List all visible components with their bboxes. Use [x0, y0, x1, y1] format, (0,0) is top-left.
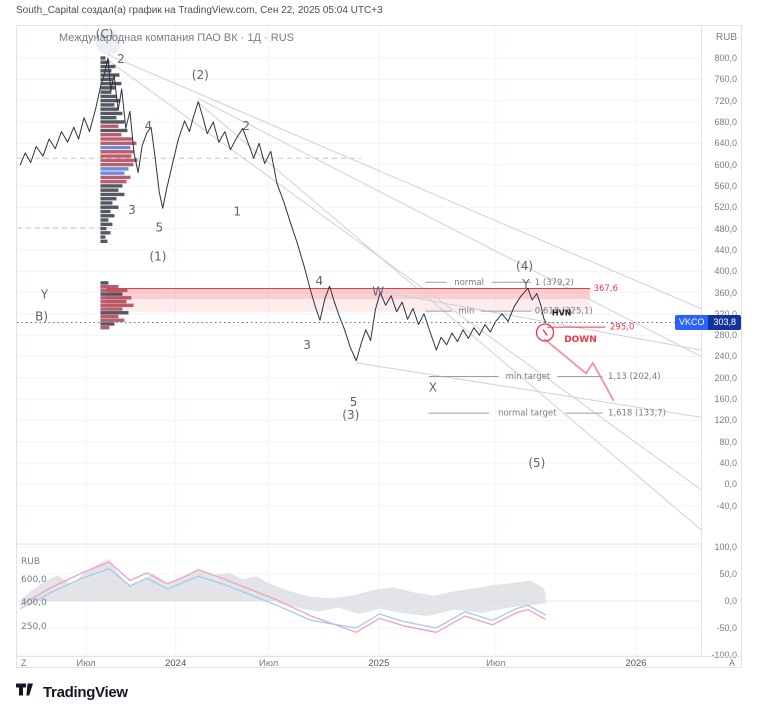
svg-text:(4): (4): [516, 259, 533, 273]
currency-label: RUB: [715, 32, 737, 43]
price-axis-label: 560,0: [714, 180, 737, 191]
price-axis-label: 800,0: [714, 53, 737, 63]
time-axis-label: 2024: [165, 658, 187, 669]
price-axis-label: 480,0: [714, 223, 737, 234]
alert-levels: 367,6 295,0: [106, 284, 634, 333]
time-axis-label: A: [729, 658, 736, 668]
price-axis-label: 0,0: [724, 479, 737, 490]
signal-labels: DOWN HVN: [552, 308, 597, 345]
price-axis-label: 400,0: [714, 266, 737, 277]
price-axis-label: 50,0: [719, 569, 737, 579]
time-axis-label: Июл: [259, 658, 279, 669]
svg-text:Y: Y: [521, 277, 530, 291]
price-axis-label: 280,0: [714, 330, 737, 341]
last-price-label: 303,8: [708, 314, 741, 330]
chart-canvas[interactable]: normal 1 (379,2) min 0,618 (325,1) min targe…: [17, 26, 702, 656]
price-axis-label: 440,0: [714, 244, 737, 255]
price-axis-label: -50,0: [716, 623, 737, 633]
svg-text:4: 4: [316, 274, 324, 288]
time-axis-label: 2025: [368, 658, 390, 669]
price-axis[interactable]: RUB 800,0 760,0 720,0 680,0 640,0 600,0 560,0 5…: [674, 26, 742, 660]
svg-text:4: 4: [145, 119, 153, 133]
price-axis-label: 720,0: [714, 95, 737, 106]
dashed-levels: [17, 157, 362, 229]
svg-text:295,0: 295,0: [610, 323, 634, 333]
svg-text:(5): (5): [528, 456, 545, 470]
tradingview-logo[interactable]: TradingView: [16, 682, 128, 702]
svg-text:normal: normal: [454, 278, 484, 288]
svg-text:(2): (2): [192, 68, 209, 82]
svg-text:1,13 (202,4): 1,13 (202,4): [608, 372, 661, 382]
time-axis-label: 2026: [625, 658, 647, 669]
chart-frame: Международная компания ПАО ВК · 1Д · RUS…: [16, 25, 742, 669]
svg-text:(1): (1): [149, 249, 166, 263]
svg-text:W: W: [372, 284, 384, 298]
svg-text:2: 2: [117, 52, 125, 66]
price-axis-label: 160,0: [714, 394, 737, 405]
svg-text:normal target: normal target: [498, 409, 557, 419]
svg-text:min target: min target: [506, 372, 551, 382]
time-axis-label: Z: [21, 658, 27, 668]
time-axis[interactable]: Июл 2024 Июл 2025 Июл 2026 Z A: [17, 656, 741, 669]
attribution-text: South_Capital создал(а) график на Tradin…: [16, 5, 383, 16]
svg-text:1 (379,2): 1 (379,2): [535, 278, 574, 288]
svg-text:RUB: RUB: [21, 557, 40, 567]
price-axis-label: 600,0: [714, 159, 737, 170]
price-axis-label: 100,0: [714, 542, 737, 552]
svg-text:1: 1: [233, 205, 241, 219]
svg-text:(3): (3): [342, 408, 359, 422]
svg-text:DOWN: DOWN: [564, 335, 597, 345]
chart-title: Международная компания ПАО ВК · 1Д · RUS: [59, 32, 294, 44]
svg-text:1,618 (133,7): 1,618 (133,7): [608, 409, 666, 419]
svg-text:0,618 (325,1): 0,618 (325,1): [535, 307, 593, 317]
volume-profile: [100, 56, 138, 330]
watermark: [95, 29, 122, 55]
svg-text:B): B): [35, 310, 48, 324]
svg-text:5: 5: [350, 395, 358, 409]
time-axis-label: Июл: [486, 658, 506, 669]
svg-text:min: min: [458, 307, 474, 317]
price-axis-label: 240,0: [714, 351, 737, 362]
svg-text:2: 2: [242, 119, 250, 133]
svg-text:5: 5: [155, 220, 163, 234]
time-axis-label: Июл: [76, 658, 96, 669]
svg-text:X: X: [429, 380, 437, 394]
price-axis-label: -40,0: [716, 500, 737, 511]
price-axis-label: 40,0: [719, 458, 737, 469]
projection: [535, 323, 615, 402]
price-axis-label: 760,0: [714, 74, 737, 85]
price-axis-label: 200,0: [714, 372, 737, 383]
price-axis-label: 360,0: [714, 287, 737, 298]
tradingview-logo-icon: [16, 682, 37, 702]
svg-text:Y: Y: [40, 288, 49, 302]
lower-pane: RUB 600,0 400,0 250,0: [17, 557, 701, 633]
ticker-label: VKCO: [674, 314, 709, 330]
price-axis-label: 120,0: [714, 415, 737, 426]
price-axis-label: 680,0: [714, 116, 737, 127]
price-axis-label: 80,0: [719, 436, 737, 447]
plot-area[interactable]: normal 1 (379,2) min 0,618 (325,1) min targe…: [17, 26, 702, 656]
price-series: [19, 57, 547, 362]
svg-text:HVN: HVN: [552, 308, 572, 317]
svg-text:600,0: 600,0: [21, 575, 47, 585]
price-axis-label: 640,0: [714, 138, 737, 149]
svg-text:(C): (C): [96, 27, 114, 41]
price-axis-label: 0,0: [724, 596, 737, 606]
brand-text: TradingView: [43, 683, 128, 701]
fib-annotations: normal 1 (379,2) min 0,618 (325,1) min targe…: [425, 278, 666, 419]
svg-text:400,0: 400,0: [21, 598, 47, 608]
svg-text:367,6: 367,6: [594, 284, 618, 294]
svg-text:3: 3: [303, 338, 311, 352]
resistance-band: [106, 288, 591, 312]
price-axis-label: -100,0: [711, 650, 737, 660]
price-axis-label: 320,0: [714, 308, 737, 319]
price-axis-label: 520,0: [714, 202, 737, 213]
svg-text:3: 3: [128, 203, 136, 217]
svg-text:250,0: 250,0: [21, 622, 47, 632]
price-badge: VKCO 303,8: [674, 314, 741, 330]
